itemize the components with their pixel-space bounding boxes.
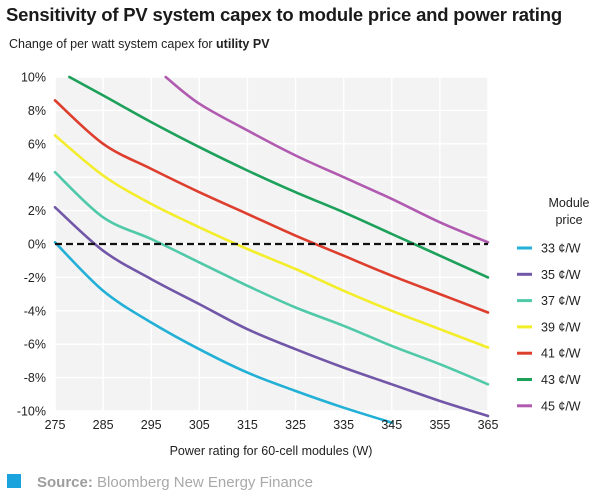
legend-label-39: 39 ¢/W [541,320,581,334]
source-marker-icon [7,474,21,488]
legend-label-45: 45 ¢/W [541,399,581,413]
series-line-33 [53,241,394,424]
y-tick-label: -8% [24,371,46,385]
series-line-45 [164,75,490,244]
legend-label-33: 33 ¢/W [541,242,581,256]
chart-subtitle: Change of per watt system capex for util… [9,37,270,51]
y-tick-label: 6% [28,137,46,151]
series-line-39 [53,134,490,349]
y-tick-label: 2% [28,204,46,218]
y-tick-label: -10% [17,405,46,419]
legend-title: Module [549,196,590,210]
x-tick-label: 345 [381,418,402,432]
x-tick-label: 325 [285,418,306,432]
x-axis: 275 285 295 305 315 325 335 345 355 365 [45,418,499,432]
legend: Module price 33 ¢/W 35 ¢/W 37 ¢/W 39 ¢/W 41 ¢/… [517,196,590,413]
subtitle-prefix: Change of per watt system capex for [9,37,217,51]
y-tick-label: 8% [28,104,46,118]
x-tick-label: 305 [189,418,210,432]
series-line-41 [53,99,490,314]
series-line-35 [53,206,490,418]
x-tick-label: 275 [45,418,66,432]
y-tick-label: 10% [21,71,46,85]
source-text: Bloomberg New Energy Finance [92,474,313,491]
y-tick-label: 0% [28,238,46,252]
x-tick-label: 285 [93,418,114,432]
x-tick-label: 365 [478,418,499,432]
y-tick-label: -2% [24,271,46,285]
x-tick-label: 295 [141,418,162,432]
series-line-43 [68,75,490,279]
chart: 10% 8% 6% 4% 2% 0% -2% -4% -6% -8% -10% 275 285 295 3… [17,71,590,459]
series-line-37 [53,170,490,386]
x-tick-label: 315 [237,418,258,432]
x-tick-label: 355 [429,418,450,432]
chart-title: Sensitivity of PV system capex to module… [6,4,562,25]
legend-title: price [555,213,582,227]
y-tick-label: -4% [24,304,46,318]
x-axis-label: Power rating for 60-cell modules (W) [170,444,373,458]
legend-label-41: 41 ¢/W [541,347,581,361]
x-tick-label: 335 [333,418,354,432]
legend-label-35: 35 ¢/W [541,268,581,282]
series-layer [53,75,490,424]
legend-label-43: 43 ¢/W [541,373,581,387]
y-tick-label: 4% [28,171,46,185]
source-note: Source: Bloomberg New Energy Finance [7,474,313,491]
y-axis: 10% 8% 6% 4% 2% 0% -2% -4% -6% -8% -10% [17,71,46,419]
subtitle-emphasis: utility PV [216,37,270,51]
y-tick-label: -6% [24,338,46,352]
legend-label-37: 37 ¢/W [541,294,581,308]
source-label: Source: [37,474,93,491]
